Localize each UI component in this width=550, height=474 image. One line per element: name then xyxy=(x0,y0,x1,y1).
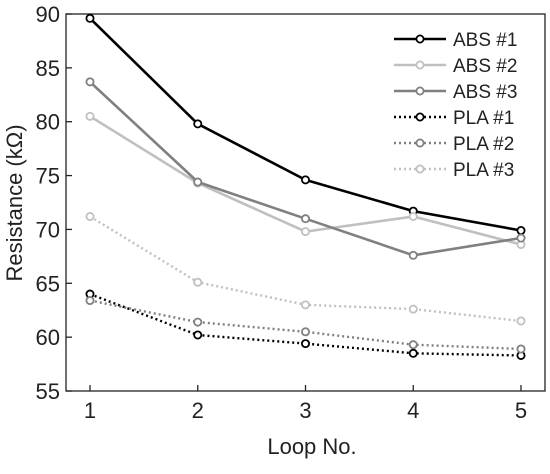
data-point xyxy=(516,233,526,243)
data-point xyxy=(408,250,418,260)
data-point xyxy=(300,300,310,310)
legend-item: ABS #2 xyxy=(394,56,517,77)
data-point xyxy=(300,339,310,349)
data-point xyxy=(193,177,203,187)
x-tick-label: 4 xyxy=(407,398,419,423)
data-point xyxy=(408,304,418,314)
legend-label: ABS #3 xyxy=(453,82,517,103)
data-point xyxy=(300,227,310,237)
data-point xyxy=(85,77,95,87)
data-point xyxy=(408,348,418,358)
legend-marker xyxy=(415,60,425,70)
data-point xyxy=(193,330,203,340)
series-line xyxy=(89,292,522,357)
series-abs-1 xyxy=(85,13,526,236)
legend-marker xyxy=(415,112,425,122)
data-point xyxy=(408,212,418,222)
y-axis-title: Resistance (kΩ) xyxy=(2,124,27,281)
x-tick-label: 1 xyxy=(84,398,96,423)
legend-label: PLA #1 xyxy=(453,108,514,129)
x-tick-label: 3 xyxy=(299,398,311,423)
legend-item: PLA #3 xyxy=(394,160,514,181)
data-point xyxy=(408,340,418,350)
data-point xyxy=(85,111,95,121)
legend: ABS #1 ABS #2 ABS #3 PLA #1 PLA #2 PLA #3 xyxy=(394,30,517,181)
legend-label: PLA #2 xyxy=(453,134,514,155)
data-point xyxy=(85,13,95,23)
x-axis-title: Loop No. xyxy=(267,434,356,459)
y-tick-label: 75 xyxy=(36,164,60,189)
series-pla-2 xyxy=(85,296,526,354)
legend-item: ABS #1 xyxy=(394,30,517,51)
data-point xyxy=(193,317,203,327)
legend-marker xyxy=(415,34,425,44)
data-point xyxy=(193,277,203,287)
data-point xyxy=(85,212,95,222)
x-tick-label: 2 xyxy=(192,398,204,423)
series-pla-3 xyxy=(85,212,526,326)
series-group xyxy=(85,13,526,360)
legend-marker xyxy=(415,86,425,96)
data-point xyxy=(85,296,95,306)
legend-label: ABS #2 xyxy=(453,56,517,77)
y-tick-label: 80 xyxy=(36,110,60,135)
y-tick-label: 90 xyxy=(36,2,60,27)
data-point xyxy=(300,214,310,224)
y-tick-label: 55 xyxy=(36,379,60,404)
legend-label: ABS #1 xyxy=(453,30,517,51)
legend-item: PLA #2 xyxy=(394,134,514,155)
series-abs-3 xyxy=(85,77,526,260)
data-point xyxy=(193,119,203,129)
legend-item: ABS #3 xyxy=(394,82,517,103)
data-point xyxy=(516,226,526,236)
y-tick-label: 60 xyxy=(36,325,60,350)
y-tick-label: 85 xyxy=(36,56,60,81)
legend-item: PLA #1 xyxy=(394,108,514,129)
x-tick-label: 5 xyxy=(515,398,527,423)
legend-marker xyxy=(415,138,425,148)
data-point xyxy=(516,316,526,326)
data-point xyxy=(300,175,310,185)
data-point xyxy=(516,344,526,354)
y-tick-label: 70 xyxy=(36,217,60,242)
data-point xyxy=(300,327,310,337)
y-tick-label: 65 xyxy=(36,271,60,296)
legend-label: PLA #3 xyxy=(453,160,514,181)
legend-marker xyxy=(415,164,425,174)
